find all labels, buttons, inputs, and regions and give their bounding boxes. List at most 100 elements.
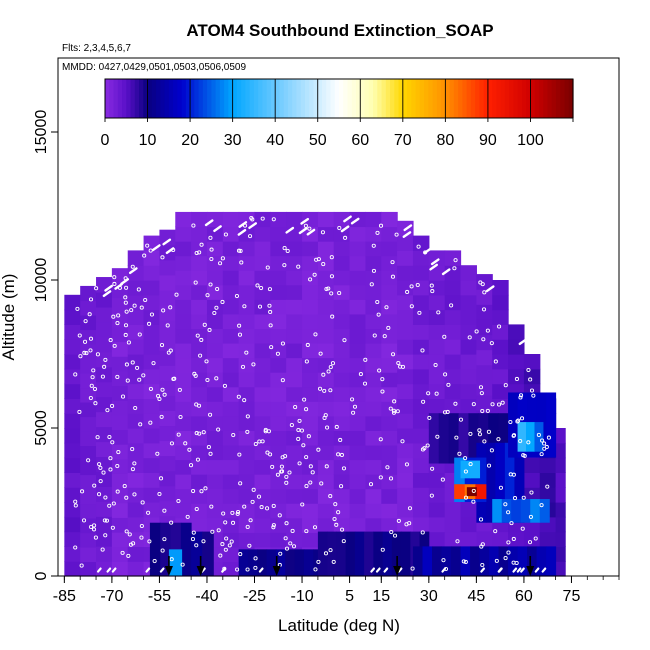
heatmap-cell xyxy=(381,342,398,359)
colorbar-segment xyxy=(419,79,425,118)
track-point xyxy=(212,310,217,316)
heatmap-cell xyxy=(492,294,509,311)
heatmap-cell xyxy=(254,488,271,504)
track-point xyxy=(482,290,487,295)
track-point xyxy=(391,408,396,413)
heatmap-cell xyxy=(191,342,208,359)
heatmap-cell xyxy=(460,354,477,370)
heatmap-cell xyxy=(460,398,477,414)
track-point xyxy=(194,506,199,512)
heatmap-cell xyxy=(333,503,351,519)
heatmap-cell xyxy=(349,444,367,461)
track-point xyxy=(490,402,495,407)
track-leg xyxy=(516,567,522,573)
heatmap-feature xyxy=(317,531,328,576)
track-point xyxy=(296,428,301,433)
heatmap-cell xyxy=(397,339,414,355)
heatmap-feature xyxy=(488,413,499,464)
heatmap-cell xyxy=(460,368,477,385)
track-point xyxy=(195,333,200,338)
colorbar-segment xyxy=(241,79,246,118)
colorbar-segment xyxy=(347,79,353,118)
track-leg xyxy=(350,217,360,225)
track-point xyxy=(430,466,435,471)
track-point xyxy=(229,539,234,544)
track-point xyxy=(317,386,323,391)
track-point xyxy=(268,309,273,315)
track-point xyxy=(129,308,134,313)
track-point xyxy=(474,329,479,334)
track-point xyxy=(312,525,318,530)
track-point xyxy=(100,547,105,552)
heatmap-cell xyxy=(333,255,351,271)
track-point xyxy=(123,295,128,300)
colorbar-segment xyxy=(483,79,489,118)
track-point xyxy=(191,223,196,228)
heatmap-cell xyxy=(64,398,81,414)
heatmap-cell xyxy=(349,342,367,359)
heatmap-cell xyxy=(238,270,256,286)
heatmap-cell xyxy=(254,328,271,344)
heatmap-cell xyxy=(555,428,566,444)
track-point xyxy=(132,461,137,466)
colorbar-segment xyxy=(398,79,404,118)
heatmap-cell xyxy=(286,342,303,359)
track-point xyxy=(304,484,309,489)
track-point xyxy=(318,351,323,356)
track-point xyxy=(143,297,148,303)
track-leg xyxy=(375,567,381,573)
track-point xyxy=(321,262,326,267)
heatmap-cell xyxy=(222,474,240,490)
heatmap-cell xyxy=(175,211,192,228)
heatmap-cell xyxy=(412,398,430,414)
heatmap-cell xyxy=(159,380,176,396)
heatmap-cell xyxy=(206,459,224,475)
track-point xyxy=(363,357,368,362)
heatmap-cell xyxy=(96,381,113,398)
heatmap-cell xyxy=(317,474,335,490)
heatmap-cell xyxy=(159,485,176,502)
track-point xyxy=(511,536,516,542)
track-point xyxy=(336,452,341,457)
track-point xyxy=(183,441,188,446)
colorbar-segment xyxy=(283,79,289,118)
track-point xyxy=(199,337,204,343)
colorbar-segment xyxy=(551,79,557,118)
colorbar-segment xyxy=(270,79,276,118)
colorbar-tick-label: 50 xyxy=(309,132,327,149)
heatmap-cell xyxy=(64,546,81,562)
heatmap-cell xyxy=(286,532,303,548)
track-point xyxy=(103,533,108,538)
track-point xyxy=(245,524,250,529)
track-point xyxy=(227,543,232,548)
heatmap-cell xyxy=(222,430,240,446)
heatmap-feature xyxy=(458,413,469,464)
track-point xyxy=(371,243,376,248)
heatmap-cell xyxy=(159,259,176,276)
track-point xyxy=(520,526,525,531)
track-point xyxy=(168,348,173,353)
heatmap-cell xyxy=(159,395,176,411)
track-point xyxy=(441,558,446,563)
heatmap-cell xyxy=(317,415,335,431)
track-point xyxy=(304,529,309,534)
track-point xyxy=(236,248,242,253)
heatmap-cell xyxy=(349,270,367,286)
heatmap-cell xyxy=(143,487,161,503)
heatmap-cell xyxy=(444,354,462,370)
heatmap-cell xyxy=(492,324,509,340)
heatmap-cell xyxy=(127,413,145,429)
heatmap-cell xyxy=(143,354,161,370)
heatmap-cell xyxy=(444,531,462,547)
heatmap-feature xyxy=(511,499,522,523)
heatmap-cell xyxy=(270,386,287,402)
track-point xyxy=(471,488,476,493)
track-leg xyxy=(534,567,540,573)
track-point xyxy=(458,417,464,422)
colorbar-segment xyxy=(122,79,127,118)
track-point xyxy=(130,467,135,472)
track-point xyxy=(304,455,309,460)
x-tick-label: -85 xyxy=(53,588,76,605)
track-point xyxy=(158,476,164,481)
track-leg xyxy=(343,215,352,223)
